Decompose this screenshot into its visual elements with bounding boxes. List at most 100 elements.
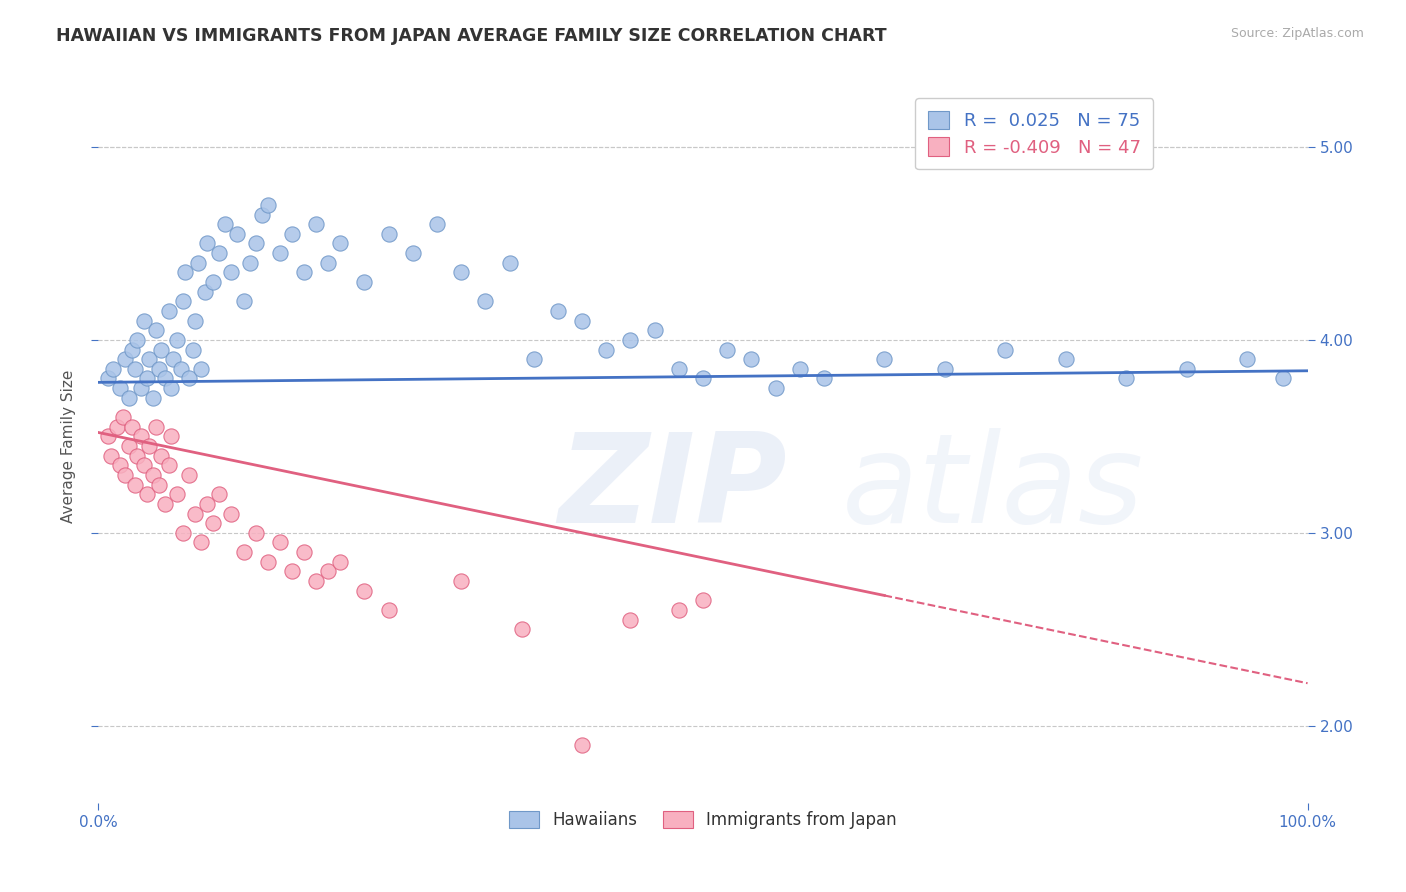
Point: [232, 545, 254, 559]
Point: [97, 429, 120, 443]
Point: [187, 256, 209, 270]
Y-axis label: Average Family Size: Average Family Size: [60, 369, 76, 523]
Point: [619, 613, 641, 627]
Point: [994, 343, 1017, 357]
Point: [245, 236, 267, 251]
Point: [190, 535, 212, 549]
Point: [329, 236, 352, 251]
Point: [124, 477, 146, 491]
Point: [450, 265, 472, 279]
Point: [138, 352, 160, 367]
Point: [208, 487, 231, 501]
Point: [353, 275, 375, 289]
Point: [150, 343, 173, 357]
Point: [208, 246, 231, 260]
Point: [1175, 362, 1198, 376]
Legend: Hawaiians, Immigrants from Japan: Hawaiians, Immigrants from Japan: [501, 803, 905, 838]
Point: [498, 256, 520, 270]
Point: [450, 574, 472, 588]
Point: [166, 333, 188, 347]
Point: [668, 362, 690, 376]
Point: [111, 410, 134, 425]
Point: [166, 487, 188, 501]
Point: [184, 313, 207, 327]
Point: [150, 449, 173, 463]
Point: [765, 381, 787, 395]
Point: [305, 574, 328, 588]
Point: [292, 265, 315, 279]
Point: [214, 217, 236, 231]
Point: [121, 343, 143, 357]
Point: [377, 603, 399, 617]
Point: [105, 419, 128, 434]
Point: [1236, 352, 1258, 367]
Point: [148, 362, 170, 376]
Point: [426, 217, 449, 231]
Point: [172, 294, 194, 309]
Point: [134, 458, 156, 473]
Point: [329, 555, 352, 569]
Point: [179, 467, 201, 482]
Point: [118, 439, 141, 453]
Point: [195, 236, 218, 251]
Point: [281, 565, 304, 579]
Point: [595, 343, 617, 357]
Point: [114, 352, 136, 367]
Point: [157, 458, 180, 473]
Point: [250, 208, 273, 222]
Point: [281, 227, 304, 241]
Point: [202, 516, 225, 530]
Point: [256, 555, 278, 569]
Point: [510, 622, 533, 636]
Point: [108, 381, 131, 395]
Point: [221, 265, 243, 279]
Point: [692, 371, 714, 385]
Point: [269, 535, 291, 549]
Point: [100, 449, 122, 463]
Point: [474, 294, 496, 309]
Point: [118, 391, 141, 405]
Point: [813, 371, 835, 385]
Point: [934, 362, 956, 376]
Point: [134, 313, 156, 327]
Point: [1272, 371, 1295, 385]
Point: [142, 391, 165, 405]
Point: [256, 198, 278, 212]
Point: [740, 352, 762, 367]
Point: [1115, 371, 1137, 385]
Point: [157, 304, 180, 318]
Point: [644, 323, 666, 337]
Point: [245, 525, 267, 540]
Point: [668, 603, 690, 617]
Point: [153, 497, 176, 511]
Point: [523, 352, 546, 367]
Point: [174, 265, 197, 279]
Point: [114, 467, 136, 482]
Point: [226, 227, 249, 241]
Text: ZIP: ZIP: [558, 428, 786, 549]
Point: [127, 449, 149, 463]
Point: [221, 507, 243, 521]
Point: [716, 343, 738, 357]
Point: [129, 381, 152, 395]
Point: [172, 525, 194, 540]
Point: [239, 256, 262, 270]
Point: [127, 333, 149, 347]
Point: [316, 256, 339, 270]
Point: [571, 313, 593, 327]
Point: [619, 333, 641, 347]
Point: [292, 545, 315, 559]
Point: [232, 294, 254, 309]
Point: [547, 304, 569, 318]
Point: [160, 381, 183, 395]
Point: [402, 246, 425, 260]
Point: [184, 507, 207, 521]
Text: atlas: atlas: [842, 428, 1144, 549]
Point: [97, 371, 120, 385]
Text: Source: ZipAtlas.com: Source: ZipAtlas.com: [1230, 27, 1364, 40]
Point: [692, 593, 714, 607]
Point: [148, 477, 170, 491]
Point: [124, 362, 146, 376]
Point: [121, 419, 143, 434]
Point: [269, 246, 291, 260]
